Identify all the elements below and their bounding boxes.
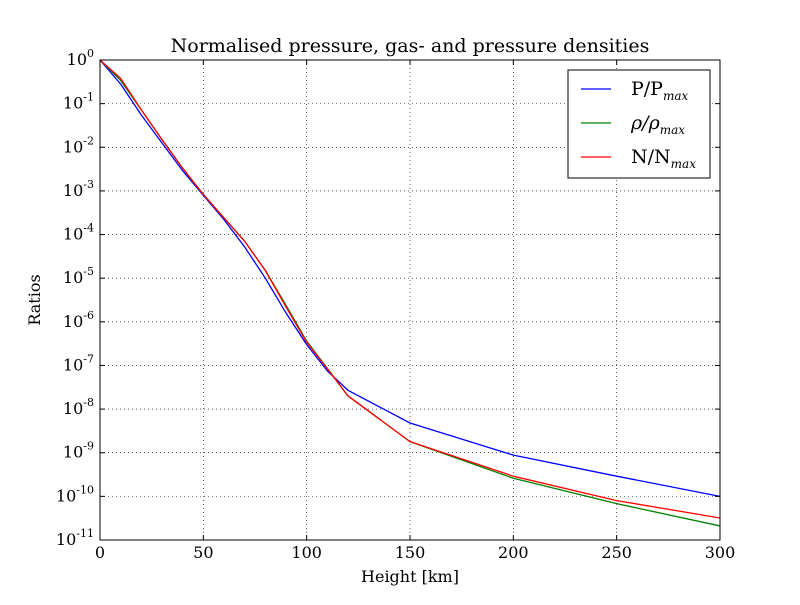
x-tick-label: 50: [193, 543, 213, 562]
y-tick-label: 10-11: [56, 527, 94, 549]
ticks: [99, 59, 721, 541]
y-tick-exponent: -8: [83, 396, 94, 409]
legend-entry-1: ρ/ρmax: [630, 112, 685, 137]
y-tick-exponent: -7: [83, 352, 94, 365]
y-axis-label: Ratios: [25, 274, 44, 325]
x-tick-label: 250: [601, 543, 632, 562]
x-axis-label: Height [km]: [361, 567, 459, 586]
y-tick-exponent: -2: [83, 134, 94, 147]
series-line-0: [99, 59, 721, 497]
y-tick-base: 10: [63, 399, 83, 418]
y-tick-exponent: -10: [76, 483, 94, 496]
y-tick-label: 100: [67, 47, 94, 69]
y-tick-exponent: -5: [83, 265, 94, 278]
y-tick-base: 10: [63, 181, 83, 200]
y-tick-exponent: 0: [87, 47, 94, 60]
y-tick-exponent: -3: [83, 178, 94, 191]
y-tick-base: 10: [56, 530, 76, 549]
legend-label-sub: max: [671, 157, 697, 171]
y-tick-label: 10-7: [63, 352, 94, 374]
y-tick-exponent: -11: [76, 527, 94, 540]
legend-box: [567, 69, 711, 179]
chart-title: Normalised pressure, gas- and pressure d…: [171, 35, 650, 57]
y-tick-label: 10-4: [63, 222, 94, 244]
series-line-2: [99, 59, 721, 519]
y-tick-label: 10-5: [63, 265, 94, 287]
tick-labels: 0 50 100 150 200 250 30010010-110-210-310-410-…: [56, 47, 735, 562]
series-lines: [99, 59, 721, 527]
x-tick-label: 100: [291, 543, 322, 562]
y-tick-base: 10: [63, 355, 83, 374]
y-tick-label: 10-9: [63, 440, 94, 462]
x-tick-label: 300: [705, 543, 736, 562]
legend-label-main: N/N: [631, 146, 671, 168]
y-tick-base: 10: [63, 94, 83, 113]
y-tick-label: 10-1: [63, 91, 94, 113]
x-tick-label: 150: [395, 543, 426, 562]
legend-label-sub: max: [663, 89, 689, 103]
y-tick-base: 10: [63, 312, 83, 331]
y-tick-base: 10: [63, 268, 83, 287]
y-tick-exponent: -1: [83, 91, 94, 104]
legend-entry-0: P/Pmax: [631, 78, 689, 103]
y-tick-exponent: -9: [83, 440, 94, 453]
y-tick-base: 10: [63, 137, 83, 156]
y-tick-label: 10-3: [63, 178, 94, 200]
legend-entry-2: N/Nmax: [631, 146, 696, 171]
y-tick-base: 10: [63, 225, 83, 244]
y-tick-label: 10-10: [56, 483, 94, 505]
legend-label-sub: max: [660, 123, 686, 137]
y-tick-label: 10-8: [63, 396, 94, 418]
x-tick-label: 200: [498, 543, 529, 562]
x-tick-label: 0: [95, 543, 105, 562]
y-tick-base: 10: [67, 50, 87, 69]
y-tick-base: 10: [56, 486, 76, 505]
legend-label-main: P/P: [631, 78, 663, 100]
y-tick-base: 10: [63, 443, 83, 462]
y-tick-label: 10-6: [63, 309, 94, 331]
legend-label-main: ρ/ρ: [630, 112, 661, 134]
y-tick-label: 10-2: [63, 134, 94, 156]
y-tick-exponent: -4: [83, 222, 94, 235]
y-tick-exponent: -6: [83, 309, 94, 322]
